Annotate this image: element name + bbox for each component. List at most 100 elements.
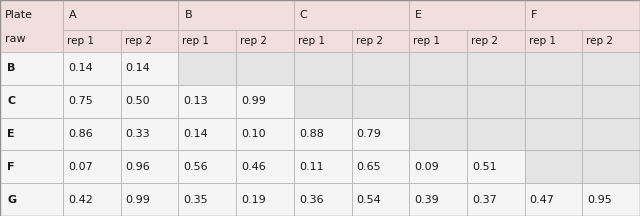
Bar xyxy=(525,30,582,52)
Bar xyxy=(294,85,351,118)
Bar xyxy=(0,85,63,118)
Bar xyxy=(121,52,179,85)
Bar xyxy=(582,85,640,118)
Bar xyxy=(409,85,467,118)
Text: 0.33: 0.33 xyxy=(125,129,150,139)
Bar xyxy=(236,150,294,183)
Bar xyxy=(236,118,294,150)
Text: F: F xyxy=(7,162,15,172)
Text: 0.07: 0.07 xyxy=(68,162,93,172)
Text: 0.99: 0.99 xyxy=(125,195,150,205)
Bar xyxy=(467,85,525,118)
Text: 0.96: 0.96 xyxy=(125,162,150,172)
Bar xyxy=(409,183,467,216)
Text: A: A xyxy=(69,10,77,20)
Text: F: F xyxy=(531,10,537,20)
Text: 0.19: 0.19 xyxy=(241,195,266,205)
Bar xyxy=(179,150,236,183)
Bar xyxy=(121,150,179,183)
Text: rep 2: rep 2 xyxy=(471,36,498,46)
Bar xyxy=(179,0,294,30)
Bar xyxy=(351,52,409,85)
Bar xyxy=(525,85,582,118)
Bar xyxy=(409,0,525,30)
Bar xyxy=(409,150,467,183)
Bar xyxy=(294,30,351,52)
Text: rep 2: rep 2 xyxy=(125,36,152,46)
Bar xyxy=(582,118,640,150)
Text: rep 1: rep 1 xyxy=(298,36,325,46)
Bar xyxy=(0,52,63,85)
Bar xyxy=(63,52,121,85)
Text: 0.39: 0.39 xyxy=(414,195,439,205)
Bar xyxy=(351,85,409,118)
Bar xyxy=(63,150,121,183)
Text: 0.51: 0.51 xyxy=(472,162,497,172)
Text: rep 1: rep 1 xyxy=(182,36,209,46)
Text: rep 2: rep 2 xyxy=(586,36,613,46)
Text: 0.46: 0.46 xyxy=(241,162,266,172)
Text: E: E xyxy=(7,129,15,139)
Text: 0.75: 0.75 xyxy=(68,96,93,106)
Bar xyxy=(236,85,294,118)
Text: rep 1: rep 1 xyxy=(67,36,94,46)
Bar xyxy=(351,183,409,216)
Text: 0.10: 0.10 xyxy=(241,129,266,139)
Bar xyxy=(467,183,525,216)
Bar xyxy=(0,0,63,52)
Text: 0.65: 0.65 xyxy=(356,162,381,172)
Text: B: B xyxy=(184,10,192,20)
Text: E: E xyxy=(415,10,422,20)
Bar xyxy=(294,183,351,216)
Bar xyxy=(121,118,179,150)
Text: C: C xyxy=(7,96,15,106)
Text: rep 2: rep 2 xyxy=(355,36,383,46)
Bar xyxy=(351,30,409,52)
Bar xyxy=(0,118,63,150)
Bar xyxy=(582,150,640,183)
Bar xyxy=(294,118,351,150)
Text: 0.99: 0.99 xyxy=(241,96,266,106)
Bar xyxy=(467,52,525,85)
Bar xyxy=(63,0,179,30)
Bar xyxy=(179,30,236,52)
Bar xyxy=(294,52,351,85)
Text: 0.47: 0.47 xyxy=(530,195,554,205)
Text: G: G xyxy=(7,195,16,205)
Bar xyxy=(467,118,525,150)
Text: 0.56: 0.56 xyxy=(184,162,208,172)
Bar xyxy=(63,183,121,216)
Bar xyxy=(63,30,121,52)
Text: 0.37: 0.37 xyxy=(472,195,497,205)
Bar xyxy=(467,150,525,183)
Text: raw: raw xyxy=(5,34,26,44)
Bar xyxy=(0,183,63,216)
Text: 0.50: 0.50 xyxy=(125,96,150,106)
Text: B: B xyxy=(7,64,15,73)
Text: 0.79: 0.79 xyxy=(356,129,381,139)
Bar xyxy=(121,30,179,52)
Bar xyxy=(0,150,63,183)
Bar xyxy=(525,118,582,150)
Bar xyxy=(63,118,121,150)
Text: C: C xyxy=(300,10,308,20)
Text: 0.95: 0.95 xyxy=(588,195,612,205)
Bar xyxy=(179,85,236,118)
Bar xyxy=(525,52,582,85)
Bar xyxy=(582,30,640,52)
Text: 0.09: 0.09 xyxy=(414,162,439,172)
Bar xyxy=(236,52,294,85)
Bar xyxy=(525,0,640,30)
Text: 0.36: 0.36 xyxy=(299,195,323,205)
Text: 0.35: 0.35 xyxy=(184,195,208,205)
Text: 0.14: 0.14 xyxy=(68,64,93,73)
Text: rep 1: rep 1 xyxy=(529,36,556,46)
Text: 0.13: 0.13 xyxy=(184,96,208,106)
Text: 0.88: 0.88 xyxy=(299,129,324,139)
Bar xyxy=(525,150,582,183)
Bar xyxy=(121,85,179,118)
Text: Plate: Plate xyxy=(5,10,33,20)
Bar xyxy=(409,52,467,85)
Bar xyxy=(294,150,351,183)
Bar xyxy=(179,118,236,150)
